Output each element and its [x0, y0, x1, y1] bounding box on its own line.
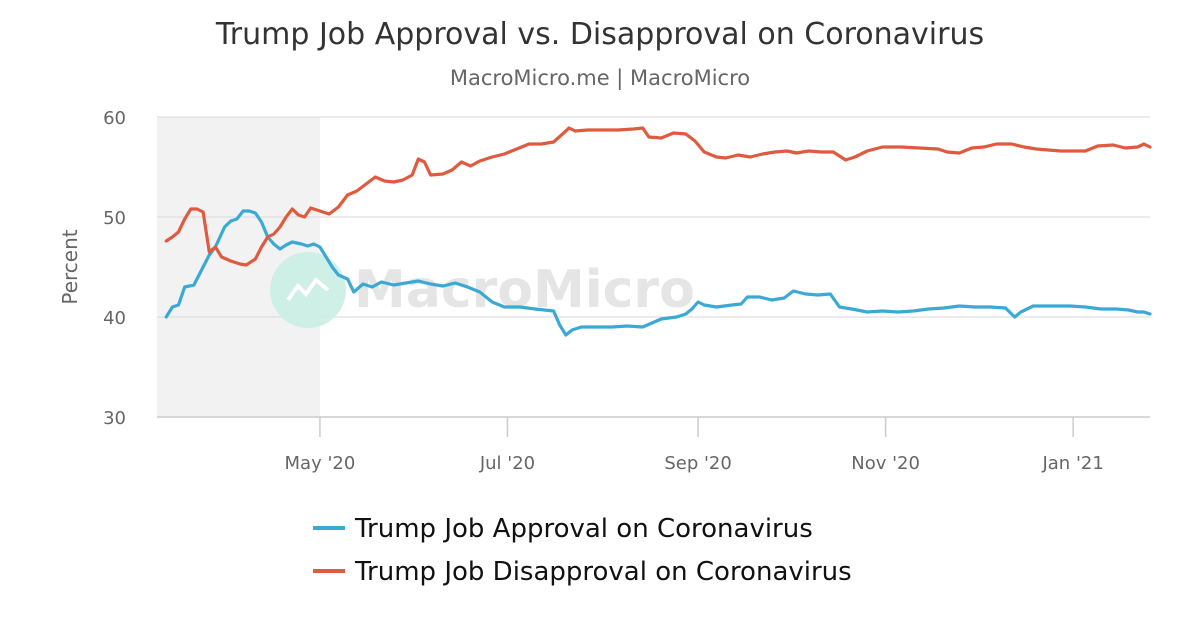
- legend-label: Trump Job Approval on Coronavirus: [354, 514, 813, 544]
- y-tick-label: 60: [103, 108, 126, 129]
- x-axis-ticks: May '20 Jul '20 Sep '20 Nov '20 Jan '21: [285, 417, 1104, 474]
- y-tick-label: 50: [103, 208, 126, 229]
- y-tick-label: 30: [103, 408, 126, 429]
- series-lines: [164, 126, 1152, 337]
- watermark-logo-chart-icon: [286, 277, 330, 302]
- legend-label: Trump Job Disapproval on Coronavirus: [354, 557, 852, 587]
- chart-title: Trump Job Approval vs. Disapproval on Co…: [215, 17, 984, 52]
- legend[interactable]: Trump Job Approval on Coronavirus Trump J…: [313, 514, 852, 587]
- series-line-approval: [164, 209, 1152, 337]
- x-tick-label: Sep '20: [664, 453, 732, 474]
- watermark: MacroMicro: [270, 252, 695, 328]
- chart-subtitle: MacroMicro.me | MacroMicro: [450, 66, 750, 91]
- x-tick-label: Jan '21: [1041, 453, 1103, 474]
- legend-item-approval[interactable]: Trump Job Approval on Coronavirus: [313, 514, 813, 544]
- legend-item-disapproval[interactable]: Trump Job Disapproval on Coronavirus: [313, 557, 852, 587]
- x-tick-label: Jul '20: [479, 453, 535, 474]
- y-axis-ticks: 30 40 50 60: [103, 108, 126, 429]
- y-tick-label: 40: [103, 308, 126, 329]
- y-axis-title: Percent: [58, 229, 82, 304]
- x-tick-label: May '20: [285, 453, 356, 474]
- x-tick-label: Nov '20: [851, 453, 920, 474]
- series-line-disapproval: [164, 126, 1152, 267]
- watermark-text: MacroMicro: [354, 260, 695, 320]
